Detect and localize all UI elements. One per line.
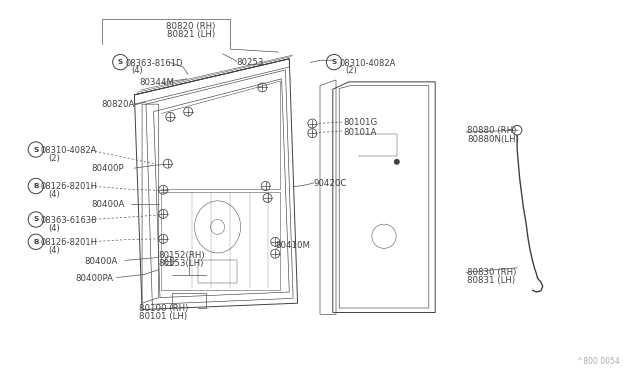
Text: (4): (4) (48, 224, 60, 233)
Ellipse shape (394, 160, 399, 164)
Text: 80821 (LH): 80821 (LH) (166, 30, 215, 39)
Text: 80831 (LH): 80831 (LH) (467, 276, 515, 285)
Text: 80101G: 80101G (343, 118, 378, 126)
Text: 80153(LH): 80153(LH) (159, 259, 204, 268)
Text: 80101A: 80101A (343, 128, 376, 137)
Text: 80830 (RH): 80830 (RH) (467, 268, 516, 277)
Text: 08310-4082A: 08310-4082A (41, 146, 97, 155)
Text: 08363-8161D: 08363-8161D (125, 59, 183, 68)
Text: S: S (332, 59, 337, 65)
Text: 80880N(LH): 80880N(LH) (467, 135, 519, 144)
Text: 90420C: 90420C (314, 179, 347, 188)
Text: S: S (33, 147, 38, 153)
Text: (4): (4) (48, 190, 60, 199)
Text: S: S (33, 217, 38, 222)
Text: 80400A: 80400A (91, 200, 124, 209)
Text: 80880 (RH): 80880 (RH) (467, 126, 516, 135)
Text: 08126-8201H: 08126-8201H (41, 182, 98, 191)
Text: B: B (33, 239, 38, 245)
Text: 80400PA: 80400PA (76, 274, 113, 283)
Text: 08310-4082A: 08310-4082A (339, 59, 396, 68)
Text: S: S (118, 59, 123, 65)
Text: 80100 (RH): 80100 (RH) (138, 304, 188, 312)
Text: 80400A: 80400A (84, 257, 118, 266)
Text: 80253: 80253 (237, 58, 264, 67)
Text: 80344M: 80344M (140, 78, 175, 87)
Text: 80820A: 80820A (101, 100, 134, 109)
Text: 80400P: 80400P (91, 164, 124, 173)
Text: B: B (33, 183, 38, 189)
Text: ^800 0054: ^800 0054 (577, 357, 620, 366)
Text: 08126-8201H: 08126-8201H (41, 238, 98, 247)
Text: (2): (2) (346, 66, 357, 75)
Text: 80152(RH): 80152(RH) (159, 251, 205, 260)
Text: 08363-61638: 08363-61638 (41, 216, 97, 225)
Text: 80820 (RH): 80820 (RH) (166, 22, 216, 31)
Text: 80410M: 80410M (275, 241, 310, 250)
Text: (4): (4) (131, 66, 143, 75)
Text: (2): (2) (48, 154, 60, 163)
Text: 80101 (LH): 80101 (LH) (139, 312, 188, 321)
Text: (4): (4) (48, 246, 60, 255)
